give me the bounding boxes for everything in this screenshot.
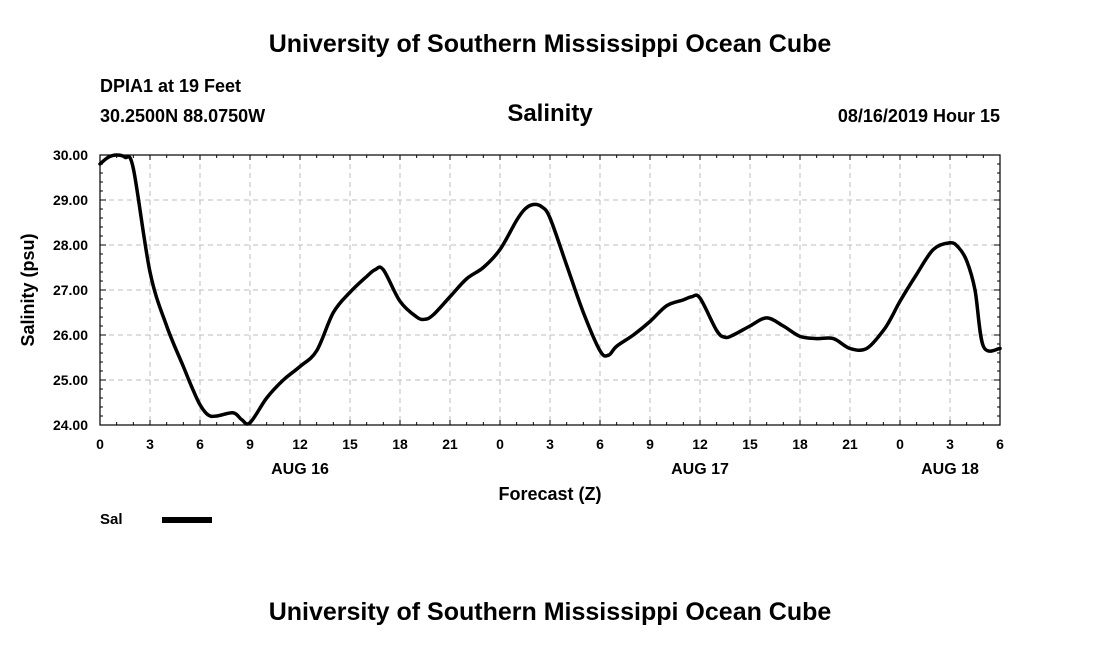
x-tick-label: 12 — [692, 436, 708, 452]
datetime-label: 08/16/2019 Hour 15 — [837, 106, 1000, 126]
station-label: DPIA1 at 19 Feet — [100, 76, 242, 96]
y-tick-label: 24.00 — [53, 417, 88, 433]
bottom-title: University of Southern Mississippi Ocean… — [268, 598, 832, 626]
x-tick-label: 9 — [246, 436, 254, 452]
grid — [100, 155, 1000, 425]
x-tick-label: 12 — [292, 436, 308, 452]
x-tick-label: 21 — [842, 436, 858, 452]
coordinates-label: 30.2500N 88.0750W — [100, 106, 266, 126]
x-tick-label: 6 — [196, 436, 204, 452]
x-tick-label: 15 — [742, 436, 758, 452]
x-tick-label: 18 — [392, 436, 408, 452]
x-tick-label: 0 — [96, 436, 104, 452]
x-tick-label: 3 — [546, 436, 554, 452]
x-tick-label: 6 — [596, 436, 604, 452]
x-tick-label: 21 — [442, 436, 458, 452]
y-tick-label: 30.00 — [53, 147, 88, 163]
legend-label-sal: Sal — [100, 511, 123, 528]
x-tick-label: 3 — [946, 436, 954, 452]
series-layer — [98, 153, 1002, 426]
x-tick-label: 0 — [896, 436, 904, 452]
top-title: University of Southern Mississippi Ocean… — [268, 30, 832, 58]
x-tick-label: 15 — [342, 436, 358, 452]
x-tick-label: 9 — [646, 436, 654, 452]
y-tick-label: 25.00 — [53, 372, 88, 388]
y-tick-label: 26.00 — [53, 327, 88, 343]
x-axis-label: Forecast (Z) — [498, 484, 601, 504]
y-tick-label: 27.00 — [53, 282, 88, 298]
series-line-sal — [98, 153, 1002, 426]
x-tick-label: 0 — [496, 436, 504, 452]
x-tick-label: 3 — [146, 436, 154, 452]
x-tick-label: 18 — [792, 436, 808, 452]
date-label: AUG 16 — [271, 461, 329, 478]
date-label: AUG 18 — [921, 461, 979, 478]
date-label: AUG 17 — [671, 461, 729, 478]
tick-labels: 0 3 6 9 12 15 18 21 0 3 6 9 12 15 18 21 0 3 6 24.00 25.00 26.… — [53, 147, 1004, 478]
chart-title: Salinity — [507, 100, 593, 127]
y-tick-label: 29.00 — [53, 192, 88, 208]
y-axis-label: Salinity (psu) — [18, 233, 38, 346]
x-tick-label: 6 — [996, 436, 1004, 452]
legend: Sal — [100, 511, 212, 528]
y-tick-label: 28.00 — [53, 237, 88, 253]
axis-ticks — [99, 154, 1001, 426]
